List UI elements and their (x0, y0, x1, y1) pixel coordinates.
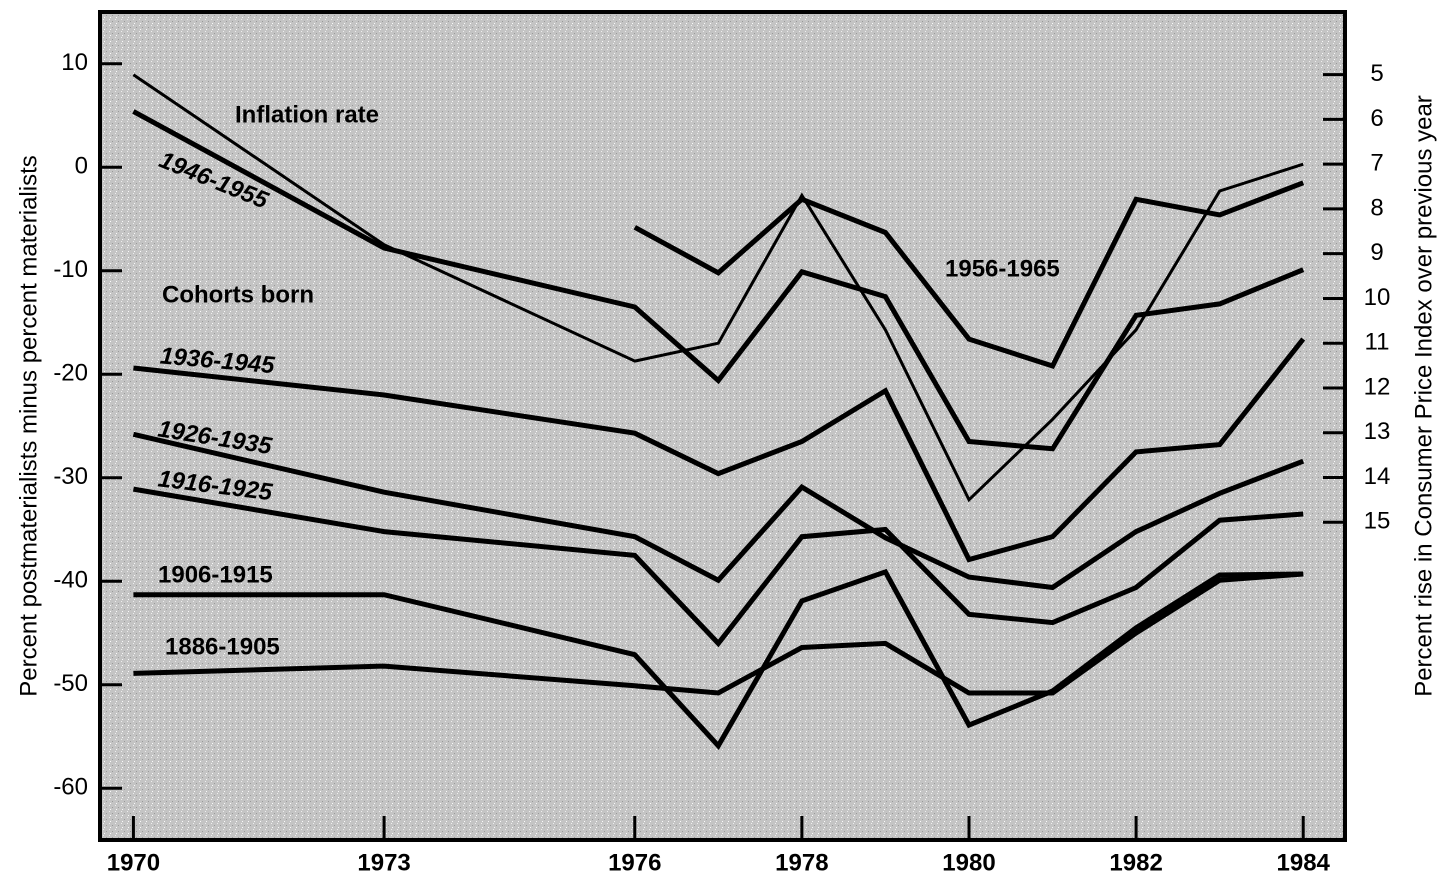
series-line (132, 431, 1305, 591)
series-line (133, 337, 1306, 563)
series-line (132, 109, 1305, 452)
series-line (133, 568, 1304, 751)
y-axis-label: Percent postmaterialists minus percent m… (15, 155, 42, 697)
annotation: Cohorts born (162, 281, 314, 308)
series-label: Inflation rate (235, 101, 379, 128)
series-label: 1906-1915 (158, 561, 273, 588)
y2-tick-label: 8 (1370, 194, 1383, 221)
series-line (633, 180, 1305, 370)
y2-tick-label: 7 (1370, 150, 1383, 177)
y2-axis-label: Percent rise in Consumer Price Index ove… (1410, 95, 1437, 697)
y-tick-label: -10 (53, 256, 88, 283)
y-tick-label: -60 (53, 774, 88, 801)
y-tick-label: -40 (53, 567, 88, 594)
y-tick-label: 0 (75, 153, 88, 180)
x-tick-label: 1973 (357, 849, 410, 876)
x-tick-label: 1978 (775, 849, 828, 876)
y2-tick-label: 11 (1365, 329, 1390, 356)
series-label: 1956-1965 (945, 255, 1060, 282)
y2-tick-label: 10 (1364, 284, 1391, 311)
x-tick-label: 1982 (1109, 849, 1162, 876)
y2-tick-label: 9 (1370, 239, 1383, 266)
series-label: 1886-1905 (165, 633, 280, 660)
y-tick-label: 10 (61, 49, 88, 76)
y2-tick-label: 5 (1370, 60, 1383, 87)
y-tick-label: -50 (53, 670, 88, 697)
y2-tick-label: 15 (1364, 508, 1391, 535)
y2-tick-label: 14 (1364, 463, 1391, 490)
series-line (132, 486, 1304, 648)
series-line (133, 571, 1304, 696)
y2-tick-label: 6 (1370, 105, 1383, 132)
y-tick-label: -20 (53, 360, 88, 387)
y-tick-label: -30 (53, 463, 88, 490)
plot-area (98, 10, 1347, 842)
y2-tick-label: 12 (1364, 373, 1391, 400)
x-tick-label: 1970 (107, 849, 160, 876)
y2-tick-label: 13 (1364, 418, 1391, 445)
x-tick-label: 1984 (1277, 849, 1331, 876)
x-tick-label: 1976 (608, 849, 661, 876)
series-line (132, 73, 1304, 503)
x-tick-label: 1980 (942, 849, 995, 876)
